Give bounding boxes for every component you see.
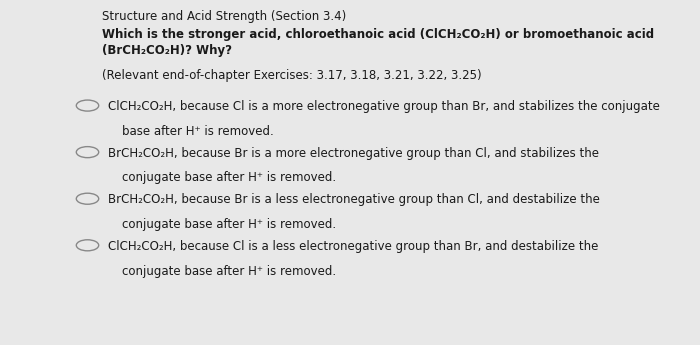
Text: BrCH₂CO₂H, because Br is a less electronegative group than Cl, and destabilize t: BrCH₂CO₂H, because Br is a less electron… bbox=[108, 193, 601, 206]
Text: ClCH₂CO₂H, because Cl is a less electronegative group than Br, and destabilize t: ClCH₂CO₂H, because Cl is a less electron… bbox=[108, 240, 599, 253]
Text: conjugate base after H⁺ is removed.: conjugate base after H⁺ is removed. bbox=[122, 171, 337, 185]
Text: conjugate base after H⁺ is removed.: conjugate base after H⁺ is removed. bbox=[122, 265, 337, 278]
Text: (BrCH₂CO₂H)? Why?: (BrCH₂CO₂H)? Why? bbox=[102, 44, 232, 57]
Text: ClCH₂CO₂H, because Cl is a more electronegative group than Br, and stabilizes th: ClCH₂CO₂H, because Cl is a more electron… bbox=[108, 100, 660, 113]
Text: Structure and Acid Strength (Section 3.4): Structure and Acid Strength (Section 3.4… bbox=[102, 10, 346, 23]
Text: base after H⁺ is removed.: base after H⁺ is removed. bbox=[122, 125, 274, 138]
Text: Which is the stronger acid, chloroethanoic acid (ClCH₂CO₂H) or bromoethanoic aci: Which is the stronger acid, chloroethano… bbox=[102, 28, 654, 41]
Text: (Relevant end-of-chapter Exercises: 3.17, 3.18, 3.21, 3.22, 3.25): (Relevant end-of-chapter Exercises: 3.17… bbox=[102, 69, 481, 82]
Text: conjugate base after H⁺ is removed.: conjugate base after H⁺ is removed. bbox=[122, 218, 337, 231]
Text: BrCH₂CO₂H, because Br is a more electronegative group than Cl, and stabilizes th: BrCH₂CO₂H, because Br is a more electron… bbox=[108, 147, 599, 160]
